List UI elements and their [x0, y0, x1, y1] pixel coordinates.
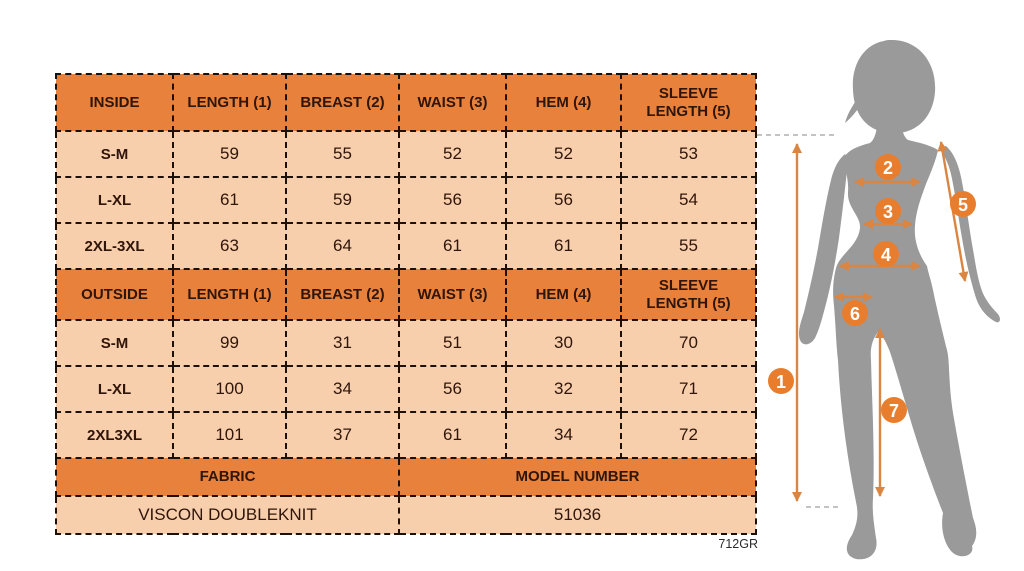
measurement-value: 37 — [285, 411, 400, 459]
measurement-value: 56 — [398, 365, 507, 413]
badge-7: 7 — [881, 397, 907, 423]
measurement-badges: 1 2 3 4 5 6 7 — [768, 154, 976, 423]
measurement-value: 63 — [172, 222, 287, 270]
size-label: L-XL — [55, 365, 174, 413]
fabric-value: VISCON DOUBLEKNIT — [55, 495, 400, 535]
measurement-value: 34 — [505, 411, 622, 459]
badge-1: 1 — [768, 368, 794, 394]
measurement-value: 53 — [620, 130, 757, 178]
measurement-value: 56 — [398, 176, 507, 224]
size-label: 2XL3XL — [55, 411, 174, 459]
footer-header-row: FABRIC MODEL NUMBER — [55, 457, 757, 497]
column-header-breast: BREAST (2) — [285, 73, 400, 132]
inside-row-sm: S-M 59 55 52 52 53 — [55, 130, 757, 178]
column-header-length: LENGTH (1) — [172, 268, 287, 321]
fabric-header: FABRIC — [55, 457, 400, 497]
svg-text:7: 7 — [889, 401, 899, 421]
measurement-value: 71 — [620, 365, 757, 413]
size-label: S-M — [55, 130, 174, 178]
svg-text:1: 1 — [776, 372, 786, 392]
column-header-length: LENGTH (1) — [172, 73, 287, 132]
measurement-value: 61 — [398, 222, 507, 270]
footer-value-row: VISCON DOUBLEKNIT 51036 — [55, 495, 757, 535]
outside-row-lxl: L-XL 100 34 56 32 71 — [55, 365, 757, 413]
measurement-value: 99 — [172, 319, 287, 367]
column-header-waist: WAIST (3) — [398, 268, 507, 321]
column-header-waist: WAIST (3) — [398, 73, 507, 132]
outside-row-2xl3xl: 2XL3XL 101 37 61 34 72 — [55, 411, 757, 459]
column-header-sleeve-length: SLEEVE LENGTH (5) — [620, 73, 757, 132]
measurement-value: 55 — [620, 222, 757, 270]
measurement-value: 101 — [172, 411, 287, 459]
measurement-value: 52 — [398, 130, 507, 178]
inside-row-2xl3xl: 2XL-3XL 63 64 61 61 55 — [55, 222, 757, 270]
column-header-hem: HEM (4) — [505, 73, 622, 132]
measurement-value: 31 — [285, 319, 400, 367]
measurement-value: 72 — [620, 411, 757, 459]
measurement-value: 61 — [505, 222, 622, 270]
weight-note: 712GR — [718, 537, 758, 551]
measurement-value: 61 — [172, 176, 287, 224]
measurement-value: 59 — [285, 176, 400, 224]
section-header-outside: OUTSIDE — [55, 268, 174, 321]
badge-2: 2 — [875, 154, 901, 180]
measurement-value: 54 — [620, 176, 757, 224]
column-header-sleeve-length: SLEEVE LENGTH (5) — [620, 268, 757, 321]
measurement-value: 34 — [285, 365, 400, 413]
model-number-header: MODEL NUMBER — [398, 457, 757, 497]
svg-text:3: 3 — [883, 202, 893, 222]
svg-text:5: 5 — [958, 195, 968, 215]
size-table: INSIDE LENGTH (1) BREAST (2) WAIST (3) H… — [55, 73, 757, 535]
svg-text:2: 2 — [883, 158, 893, 178]
measurement-value: 61 — [398, 411, 507, 459]
measurement-value: 59 — [172, 130, 287, 178]
svg-text:6: 6 — [850, 304, 860, 324]
badge-5: 5 — [950, 191, 976, 217]
svg-text:4: 4 — [881, 245, 891, 265]
measurement-value: 56 — [505, 176, 622, 224]
female-silhouette — [798, 40, 1000, 560]
badge-4: 4 — [873, 241, 899, 267]
inside-row-lxl: L-XL 61 59 56 56 54 — [55, 176, 757, 224]
badge-6: 6 — [842, 300, 868, 326]
measurement-figure: 1 2 3 4 5 6 7 — [757, 40, 1000, 560]
measurement-value: 30 — [505, 319, 622, 367]
model-number-value: 51036 — [398, 495, 757, 535]
size-label: L-XL — [55, 176, 174, 224]
section-header-inside: INSIDE — [55, 73, 174, 132]
inside-header-row: INSIDE LENGTH (1) BREAST (2) WAIST (3) H… — [55, 73, 757, 132]
measurement-value: 52 — [505, 130, 622, 178]
size-label: 2XL-3XL — [55, 222, 174, 270]
outside-row-sm: S-M 99 31 51 30 70 — [55, 319, 757, 367]
measurement-value: 64 — [285, 222, 400, 270]
badge-3: 3 — [875, 198, 901, 224]
outside-header-row: OUTSIDE LENGTH (1) BREAST (2) WAIST (3) … — [55, 268, 757, 321]
column-header-hem: HEM (4) — [505, 268, 622, 321]
measurement-value: 32 — [505, 365, 622, 413]
measurement-value: 70 — [620, 319, 757, 367]
size-label: S-M — [55, 319, 174, 367]
measurement-value: 100 — [172, 365, 287, 413]
measurement-value: 55 — [285, 130, 400, 178]
column-header-breast: BREAST (2) — [285, 268, 400, 321]
measurement-value: 51 — [398, 319, 507, 367]
